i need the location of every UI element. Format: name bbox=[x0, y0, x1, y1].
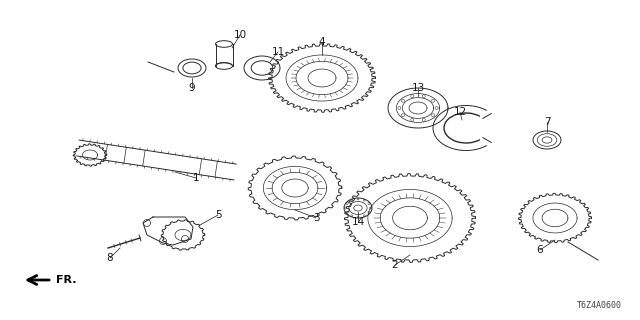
Text: 2: 2 bbox=[392, 260, 398, 270]
Text: 4: 4 bbox=[319, 37, 325, 47]
Text: 6: 6 bbox=[537, 245, 543, 255]
Text: 9: 9 bbox=[189, 83, 195, 93]
Text: 12: 12 bbox=[453, 107, 467, 117]
Text: 7: 7 bbox=[544, 117, 550, 127]
Text: 8: 8 bbox=[107, 253, 113, 263]
Text: 1: 1 bbox=[193, 173, 199, 183]
Text: 5: 5 bbox=[214, 210, 221, 220]
Text: 3: 3 bbox=[313, 213, 319, 223]
Text: FR.: FR. bbox=[56, 275, 77, 285]
Text: 14: 14 bbox=[351, 217, 365, 227]
Text: 11: 11 bbox=[271, 47, 285, 57]
Text: T6Z4A0600: T6Z4A0600 bbox=[577, 301, 622, 310]
Text: 10: 10 bbox=[234, 30, 246, 40]
Text: 13: 13 bbox=[412, 83, 424, 93]
